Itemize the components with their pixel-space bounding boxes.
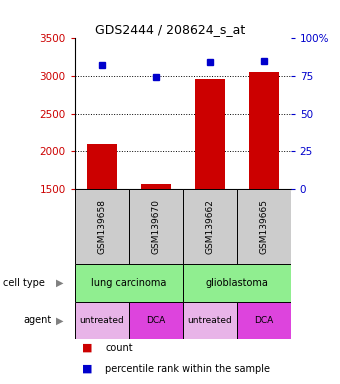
Bar xyxy=(87,144,117,189)
Text: untreated: untreated xyxy=(80,316,124,325)
Text: GSM139662: GSM139662 xyxy=(205,199,214,254)
Text: ▶: ▶ xyxy=(56,315,63,325)
Bar xyxy=(129,189,183,264)
Text: DCA: DCA xyxy=(254,316,273,325)
Text: GSM139658: GSM139658 xyxy=(97,199,106,254)
Text: ■: ■ xyxy=(82,343,92,353)
Text: GDS2444 / 208624_s_at: GDS2444 / 208624_s_at xyxy=(95,23,245,36)
Text: GSM139670: GSM139670 xyxy=(151,199,160,254)
Bar xyxy=(183,301,237,339)
Text: ■: ■ xyxy=(82,364,92,374)
Bar xyxy=(75,264,183,301)
Bar xyxy=(183,264,291,301)
Text: untreated: untreated xyxy=(187,316,232,325)
Text: ▶: ▶ xyxy=(56,278,63,288)
Text: lung carcinoma: lung carcinoma xyxy=(91,278,167,288)
Text: cell type: cell type xyxy=(3,278,45,288)
Bar xyxy=(75,301,129,339)
Bar xyxy=(129,301,183,339)
Bar xyxy=(237,189,291,264)
Bar xyxy=(75,189,129,264)
Text: DCA: DCA xyxy=(146,316,165,325)
Text: count: count xyxy=(105,343,133,353)
Bar xyxy=(141,184,171,189)
Bar xyxy=(183,189,237,264)
Text: agent: agent xyxy=(24,315,52,325)
Bar xyxy=(249,72,278,189)
Text: percentile rank within the sample: percentile rank within the sample xyxy=(105,364,270,374)
Text: GSM139665: GSM139665 xyxy=(259,199,268,254)
Bar xyxy=(195,79,225,189)
Text: glioblastoma: glioblastoma xyxy=(205,278,268,288)
Bar xyxy=(237,301,291,339)
